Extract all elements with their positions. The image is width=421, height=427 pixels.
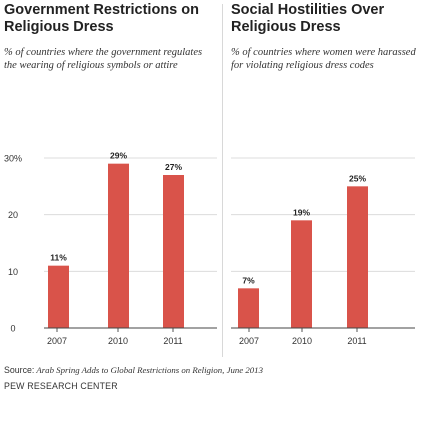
data-label: 29% bbox=[110, 151, 127, 161]
source-label: Source: bbox=[4, 365, 35, 375]
chart-title: Social Hostilities Over Religious Dress bbox=[231, 2, 385, 35]
source-note: Source: Arab Spring Adds to Global Restr… bbox=[4, 365, 263, 375]
panel-divider bbox=[222, 4, 223, 357]
bar bbox=[108, 163, 129, 328]
x-tick-label: 2011 bbox=[163, 336, 182, 346]
x-tick-label: 2007 bbox=[239, 336, 259, 346]
data-label: 19% bbox=[293, 207, 310, 217]
bar bbox=[347, 186, 368, 328]
chart-subtitle: % of countries where the government regu… bbox=[4, 47, 203, 72]
x-tick-label: 2010 bbox=[108, 336, 128, 346]
bar bbox=[48, 265, 69, 328]
data-label: 11% bbox=[50, 253, 67, 263]
x-tick-label: 2007 bbox=[47, 336, 67, 346]
bar bbox=[291, 220, 312, 328]
bar bbox=[163, 175, 184, 328]
chart-title: Government Restrictions on Religious Dre… bbox=[4, 2, 199, 35]
y-tick-label: 20 bbox=[8, 210, 18, 220]
chart-subtitle: % of countries where women were harassed… bbox=[231, 47, 416, 72]
x-tick-label: 2011 bbox=[347, 336, 366, 346]
credit-line: PEW RESEARCH CENTER bbox=[4, 381, 118, 391]
y-tick-label: 10 bbox=[8, 267, 18, 277]
y-tick-label: 30% bbox=[4, 154, 22, 164]
chart-panel-government: Government Restrictions on Religious Dre… bbox=[4, 0, 216, 73]
chart-panel-social: Social Hostilities Over Religious Dress … bbox=[231, 0, 419, 73]
bar bbox=[238, 288, 259, 328]
data-label: 25% bbox=[349, 173, 366, 183]
y-tick-label: 0 bbox=[10, 324, 15, 334]
x-tick-label: 2010 bbox=[292, 336, 312, 346]
bar-chart: 0 10 20 30% 11% 2007 29% 2010 27% 2011 7% 2007 19% 20… bbox=[4, 151, 415, 346]
data-label: 27% bbox=[165, 162, 182, 172]
data-label: 7% bbox=[242, 275, 255, 285]
source-text: Arab Spring Adds to Global Restrictions … bbox=[36, 365, 263, 375]
